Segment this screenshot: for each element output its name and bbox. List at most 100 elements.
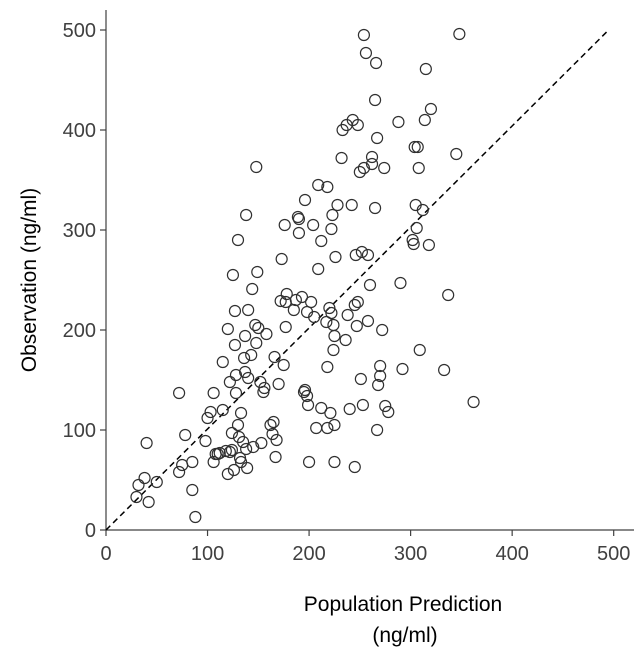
- data-point: [371, 423, 384, 437]
- x-tick-label: 300: [394, 543, 427, 565]
- data-point: [341, 308, 354, 322]
- data-point: [359, 46, 373, 60]
- data-point: [363, 278, 377, 292]
- data-point: [130, 490, 143, 504]
- data-point: [350, 319, 363, 333]
- data-point: [301, 398, 315, 412]
- data-point: [189, 510, 202, 524]
- data-point: [237, 351, 251, 365]
- data-point: [438, 363, 451, 377]
- data-point: [250, 160, 263, 174]
- data-point: [270, 433, 283, 447]
- data-point: [394, 276, 407, 290]
- data-point: [289, 293, 302, 307]
- data-point: [321, 421, 334, 435]
- data-point: [292, 212, 306, 226]
- data-point: [240, 442, 253, 456]
- data-point: [221, 322, 234, 336]
- data-point: [408, 140, 421, 154]
- data-point: [266, 427, 279, 441]
- data-point: [246, 282, 259, 296]
- data-point: [335, 151, 348, 165]
- data-point: [298, 383, 312, 397]
- data-point: [357, 28, 371, 42]
- y-tick-label: 300: [63, 220, 96, 242]
- data-point: [368, 201, 382, 215]
- data-point: [186, 483, 199, 497]
- data-point: [325, 222, 338, 236]
- data-point: [274, 294, 287, 308]
- data-point: [216, 403, 229, 417]
- data-point: [231, 233, 245, 247]
- data-point: [361, 314, 375, 328]
- data-point: [368, 93, 382, 107]
- x-ticks: 0 100 200 300 400 500: [100, 530, 630, 565]
- data-point: [348, 460, 361, 474]
- data-point: [379, 399, 392, 413]
- data-point: [229, 368, 243, 382]
- data-point: [355, 245, 368, 259]
- data-point: [142, 495, 155, 509]
- data-point: [308, 310, 321, 324]
- data-point: [327, 343, 340, 357]
- data-point: [252, 321, 265, 335]
- data-point: [251, 265, 264, 279]
- data-point: [345, 198, 358, 212]
- data-point: [173, 386, 186, 400]
- data-point: [176, 458, 189, 472]
- data-point: [328, 455, 341, 469]
- data-point: [298, 193, 312, 207]
- data-point: [351, 295, 364, 309]
- data-point: [268, 350, 281, 364]
- data-point: [277, 358, 290, 372]
- data-point: [339, 333, 352, 347]
- data-point: [275, 252, 288, 266]
- data-point: [410, 221, 423, 235]
- data-point: [240, 208, 253, 222]
- data-point: [291, 210, 305, 224]
- data-point: [374, 359, 387, 373]
- data-point: [392, 115, 405, 129]
- data-point: [331, 198, 344, 212]
- data-point: [173, 465, 186, 479]
- data-point: [280, 287, 293, 301]
- data-point: [315, 401, 328, 415]
- data-point: [255, 436, 268, 450]
- data-point: [321, 180, 334, 194]
- data-point: [418, 113, 431, 127]
- data-point: [269, 450, 282, 464]
- x-tick-label: 100: [191, 543, 224, 565]
- data-point: [396, 362, 409, 376]
- x-tick-label: 400: [495, 543, 528, 565]
- y-tick-label: 400: [63, 120, 96, 142]
- data-point: [325, 306, 338, 320]
- data-point: [327, 318, 340, 332]
- data-point: [369, 56, 383, 70]
- data-point: [228, 338, 242, 352]
- data-points: [130, 27, 480, 524]
- data-point: [231, 418, 245, 432]
- data-point: [413, 343, 426, 357]
- data-point: [297, 385, 311, 399]
- data-point: [258, 381, 271, 395]
- data-point: [416, 203, 429, 217]
- data-point: [321, 360, 334, 374]
- data-point: [247, 440, 260, 454]
- data-point: [221, 467, 234, 481]
- data-point: [242, 371, 255, 385]
- data-point: [300, 389, 314, 403]
- data-point: [422, 238, 435, 252]
- data-point: [241, 461, 254, 475]
- data-point: [249, 318, 262, 332]
- data-point: [374, 369, 387, 383]
- data-point: [356, 398, 369, 412]
- data-point: [312, 262, 325, 276]
- data-point: [267, 415, 280, 429]
- data-point: [245, 348, 258, 362]
- data-point: [307, 218, 320, 232]
- x-tick-label: 0: [100, 543, 111, 565]
- data-point: [378, 161, 391, 175]
- data-point: [223, 375, 236, 389]
- data-point: [213, 446, 226, 460]
- data-point: [310, 421, 323, 435]
